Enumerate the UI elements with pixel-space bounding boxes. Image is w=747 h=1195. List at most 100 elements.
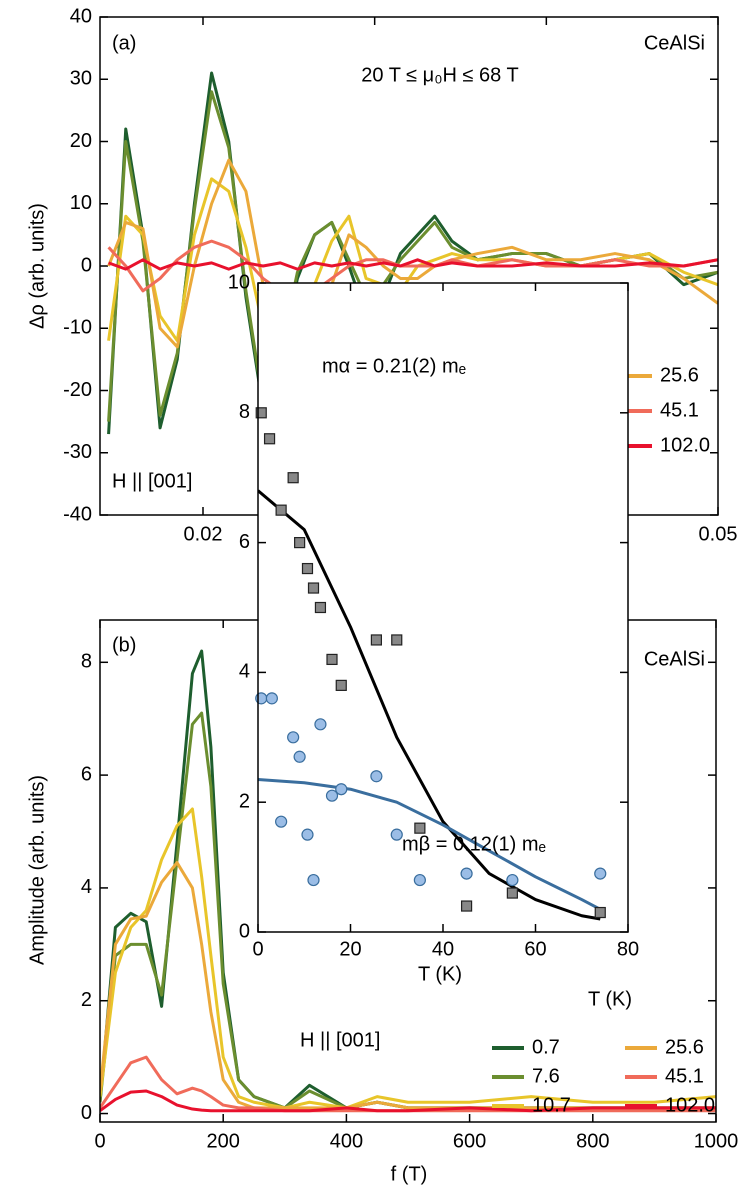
marker [314,718,327,731]
legend-label: 10.7 [532,1094,571,1116]
y-tick-label: 40 [70,5,92,27]
y-axis-label: Δρ (arb. units) [26,203,48,329]
frame [257,282,629,933]
y-tick-label: 0 [239,920,250,942]
marker [294,536,306,549]
marker [390,828,403,841]
marker [287,731,300,744]
marker [594,867,607,880]
x-tick-label: 600 [453,1130,486,1152]
y-tick-label: 10 [228,271,250,293]
marker [265,692,278,705]
marker [370,770,383,783]
x-tick-label: 0 [94,1130,105,1152]
data-line [107,90,718,422]
y-tick-label: 6 [239,531,250,553]
y-tick-label: -10 [63,317,92,339]
marker [335,783,348,796]
x-axis-label: T (K) [588,988,632,1010]
marker [391,634,403,646]
x-tick-label: 0 [252,938,263,960]
marker [413,873,426,887]
data-line [258,489,601,921]
marker [370,634,382,646]
field-range: 20 T ≤ μ₀H ≤ 68 T [361,64,518,86]
marker [293,750,306,763]
marker [275,815,288,828]
x-tick-label: 60 [524,938,546,960]
marker [301,828,314,841]
marker [506,873,519,887]
legend-label: 45.1 [660,399,699,421]
y-tick-label: 0 [81,1102,92,1124]
marker [275,504,287,516]
x-axis-label: f (T) [391,1163,428,1185]
y-tick-label: 10 [70,192,92,214]
material: CeAlSi [644,32,705,54]
marker [594,906,606,919]
marker [301,562,314,575]
field-direction: H || [001] [300,1029,380,1051]
marker [307,582,320,594]
panel-0: 0.020.030.040.05-40-30-20-10010203040(a)… [26,5,737,560]
x-tick-label: 80 [617,938,639,960]
data-line [258,777,601,911]
plot-area [258,489,601,921]
marker [255,407,267,419]
x-tick-label: 200 [207,1130,240,1152]
y-tick-label: -40 [63,503,92,525]
y-tick-label: 30 [70,68,92,90]
material: CeAlSi [644,648,705,670]
x-tick-label: 40 [432,938,454,960]
x-tick-label: 0.05 [699,523,738,545]
annotation: mβ = 0.12(1) mₑ [402,833,546,855]
marker [307,873,320,887]
y-axis-label: Amplitude (arb. units) [26,775,48,965]
data-line [100,807,716,1110]
x-tick-label: 20 [339,938,361,960]
marker [326,653,338,666]
data-line [108,258,718,271]
y-tick-label: -30 [63,441,92,463]
panel-2: 0 20 40 60 80 0 2 4 6 8 10 T (K) T (K) mα = 0.21(2) m… [228,271,639,1010]
x-tick-label: 0.02 [184,523,223,545]
legend-label: 7.6 [532,1065,560,1087]
legend-label: 102.0 [660,434,710,456]
data-line [107,158,718,355]
marker [460,867,473,880]
legend-label: 45.1 [665,1065,704,1087]
y-tick-label: 8 [81,651,92,673]
x-tick-label: 1000 [694,1130,739,1152]
legend-label: 25.6 [665,1036,704,1058]
data-line [100,1089,716,1113]
y-tick-label: 2 [81,989,92,1011]
y-tick-label: -20 [63,379,92,401]
legend-label: 25.6 [660,364,699,386]
plot-area [107,71,718,435]
marker [335,679,347,691]
marker [263,433,276,445]
x-tick-label: 400 [330,1130,363,1152]
marker [287,472,299,484]
legend-label: 0.7 [532,1036,560,1058]
panel-label: (a) [112,32,136,54]
data-line [107,239,718,299]
marker [314,601,327,614]
marker [325,789,339,802]
y-tick-label: 2 [239,790,250,812]
y-tick-label: 20 [70,130,92,152]
y-tick-label: 4 [81,876,92,898]
annotation: mα = 0.21(2) mₑ [322,355,466,377]
marker [506,887,518,899]
x-tick-label: 800 [576,1130,609,1152]
field-direction: H || [001] [112,470,192,492]
marker [414,822,426,834]
y-tick-label: 4 [239,661,250,683]
y-tick-label: 8 [239,401,250,423]
y-tick-label: 6 [81,763,92,785]
legend-label: 102.0 [665,1094,715,1116]
y-tick-label: 0 [81,254,92,276]
panel-label: (b) [112,634,136,656]
